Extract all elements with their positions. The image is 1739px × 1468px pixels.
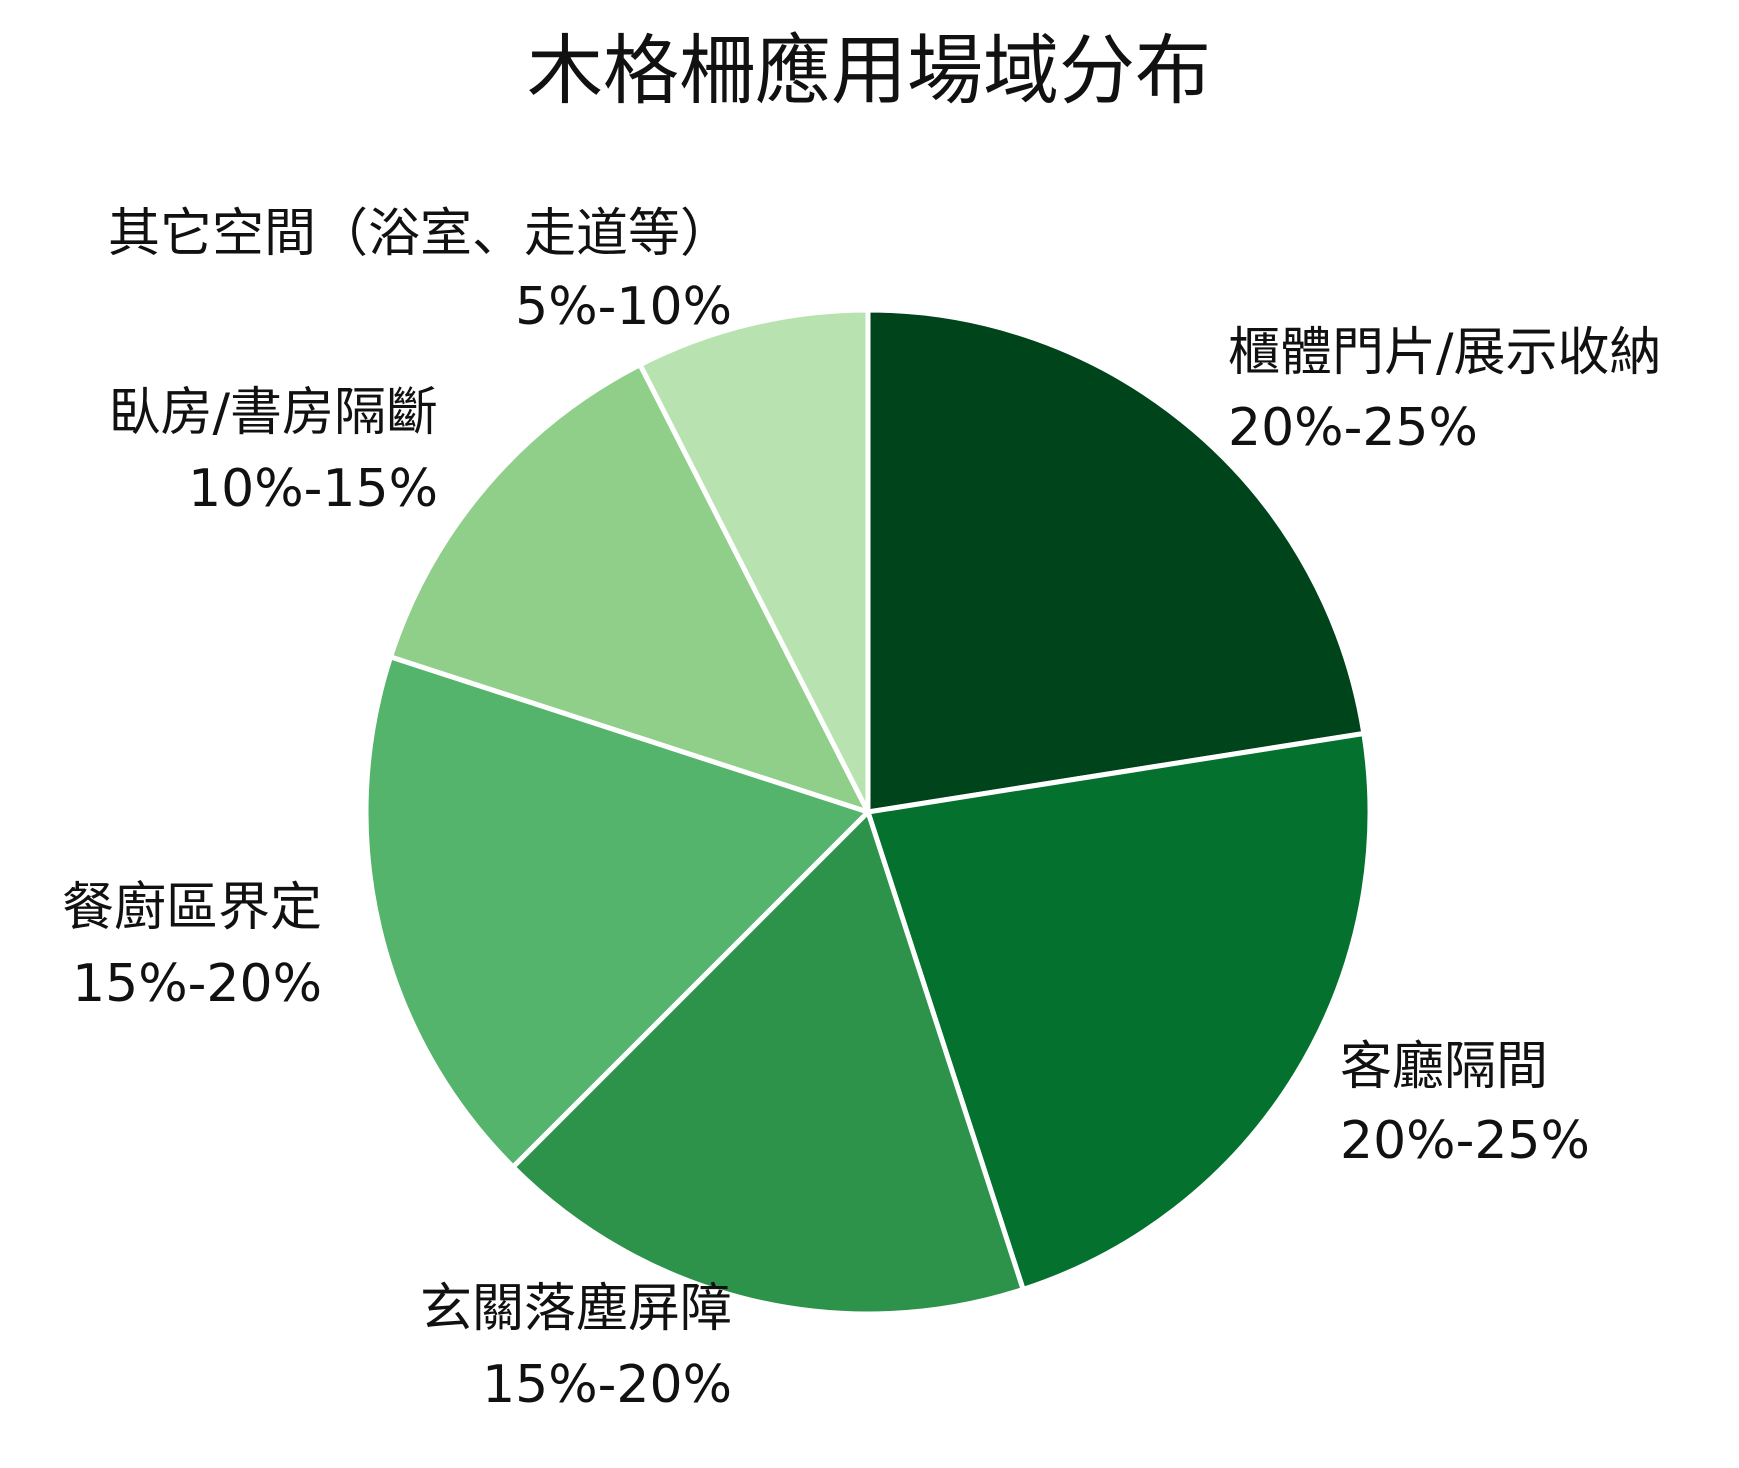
slice-range-label: 15%-20% xyxy=(482,1355,732,1415)
pie-slice xyxy=(388,362,871,815)
slice-name-label: 臥房/書房隔斷 xyxy=(108,383,438,443)
slice-range-label: 20%-25% xyxy=(1228,398,1478,458)
slice-name-label: 其它空間（浴室、走道等） xyxy=(108,204,732,264)
slice-range-label: 15%-20% xyxy=(72,954,322,1014)
pie-slices xyxy=(363,307,1373,1317)
pie-slice xyxy=(865,307,1367,815)
slice-range-label: 20%-25% xyxy=(1340,1111,1590,1171)
slice-name-label: 櫃體門片/展示收納 xyxy=(1228,323,1662,383)
slice-range-label: 5%-10% xyxy=(515,277,732,337)
pie-slice xyxy=(510,809,1026,1317)
chart-title: 木格柵應用場域分布 xyxy=(527,26,1211,115)
slice-name-label: 餐廚區界定 xyxy=(62,878,322,938)
slice-name-label: 玄關落塵屏障 xyxy=(420,1279,732,1339)
pie-slice xyxy=(865,730,1373,1292)
slice-range-label: 10%-15% xyxy=(188,459,438,519)
pie-slice xyxy=(637,307,871,815)
slice-name-label: 客廳隔間 xyxy=(1340,1037,1548,1097)
pie-slice xyxy=(363,654,871,1170)
slice-labels: 櫃體門片/展示收納 20%-25% 客廳隔間 20%-25% 玄關落塵屏障 15%-20%… xyxy=(62,204,1662,1415)
